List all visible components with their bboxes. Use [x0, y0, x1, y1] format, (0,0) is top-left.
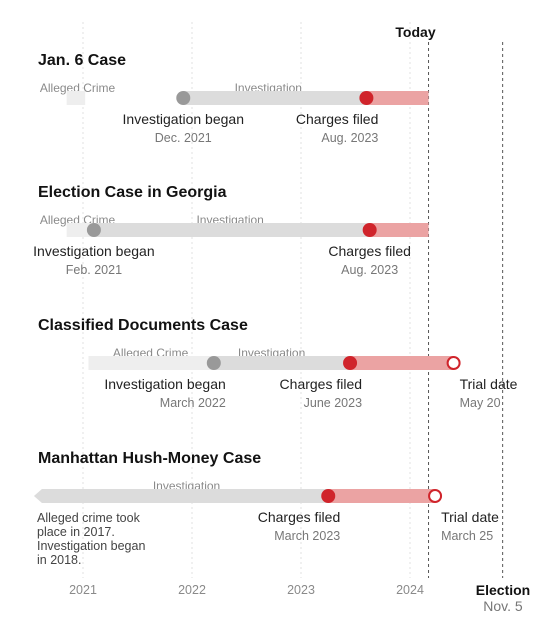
x-tick-label: 2022	[178, 583, 206, 597]
event-label: Trial date	[441, 509, 499, 525]
event-marker	[86, 223, 101, 237]
event-label: Investigation began	[104, 376, 225, 392]
bar-segment-investigation	[183, 91, 367, 105]
event-date: May 20	[460, 396, 501, 410]
case-title: Manhattan Hush-Money Case	[38, 450, 261, 467]
x-tick-label: 2024	[396, 583, 424, 597]
bar-segment-alleged	[88, 356, 214, 370]
case-title: Jan. 6 Case	[38, 52, 126, 69]
case-note-line: in 2018.	[37, 553, 81, 567]
event-date: March 2023	[274, 529, 340, 543]
case-note-line: Investigation began	[37, 539, 145, 553]
event-date: March 2022	[160, 396, 226, 410]
bar-segment-investigation	[213, 356, 351, 370]
bar-segment-alleged	[66, 91, 86, 105]
x-tick-label: 2021	[69, 583, 97, 597]
event-marker	[176, 91, 191, 105]
event-date: March 25	[441, 529, 493, 543]
event-marker-open	[446, 356, 461, 370]
event-marker	[343, 356, 358, 370]
bar-segment-investigation	[33, 489, 329, 503]
today-label: Today	[395, 24, 435, 40]
case-note-line: Alleged crime took	[37, 511, 141, 525]
event-marker	[206, 356, 221, 370]
event-date: June 2023	[304, 396, 362, 410]
bar-segment-investigation	[93, 223, 370, 237]
event-marker-open	[428, 489, 443, 503]
bar-segment-alleged	[66, 223, 94, 237]
x-tick-label: 2023	[287, 583, 315, 597]
bar-segment-charged	[350, 356, 454, 370]
event-label: Trial date	[460, 376, 518, 392]
event-label: Charges filed	[296, 111, 379, 127]
bar-segment-charged	[366, 91, 429, 105]
event-label: Charges filed	[280, 376, 363, 392]
event-marker	[321, 489, 336, 503]
case-note-line: place in 2017.	[37, 525, 115, 539]
event-label: Investigation began	[123, 111, 244, 127]
event-marker	[359, 91, 374, 105]
event-marker	[362, 223, 377, 237]
election-date: Nov. 5	[483, 598, 523, 614]
phase-label: Alleged Crime	[40, 81, 116, 95]
case-title: Election Case in Georgia	[38, 184, 227, 201]
bar-segment-charged	[369, 223, 429, 237]
bar-segment-charged	[328, 489, 436, 503]
event-date: Dec. 2021	[155, 131, 212, 145]
event-date: Aug. 2023	[321, 131, 378, 145]
event-label: Charges filed	[328, 243, 411, 259]
event-date: Aug. 2023	[341, 263, 398, 277]
case-title: Classified Documents Case	[38, 317, 248, 334]
event-label: Investigation began	[33, 243, 154, 259]
election-label: Election	[476, 582, 530, 598]
event-label: Charges filed	[258, 509, 341, 525]
event-date: Feb. 2021	[66, 263, 122, 277]
